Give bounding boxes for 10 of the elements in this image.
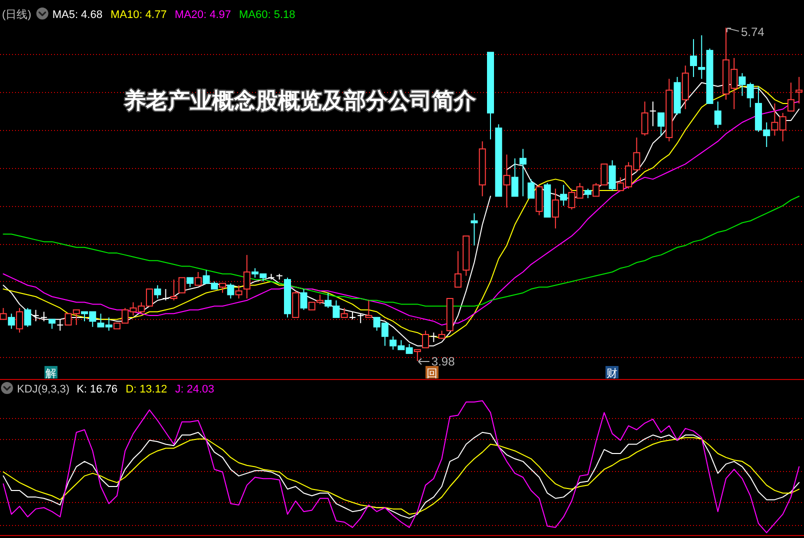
annotation: 3.98 [431, 354, 456, 368]
annotation: 3.98 [418, 354, 455, 368]
annotation: 回 [426, 366, 438, 380]
title: KDJ(9,3,3) [17, 384, 70, 396]
title: 养老产业概念股概览及部分公司简介 [124, 88, 476, 113]
annotation: 5.74 [740, 25, 765, 40]
subtitle: (日线) [2, 9, 32, 21]
annotation: 财 [606, 366, 618, 380]
annotation: 解 [44, 366, 58, 380]
annotation: 5.74 [726, 25, 764, 40]
